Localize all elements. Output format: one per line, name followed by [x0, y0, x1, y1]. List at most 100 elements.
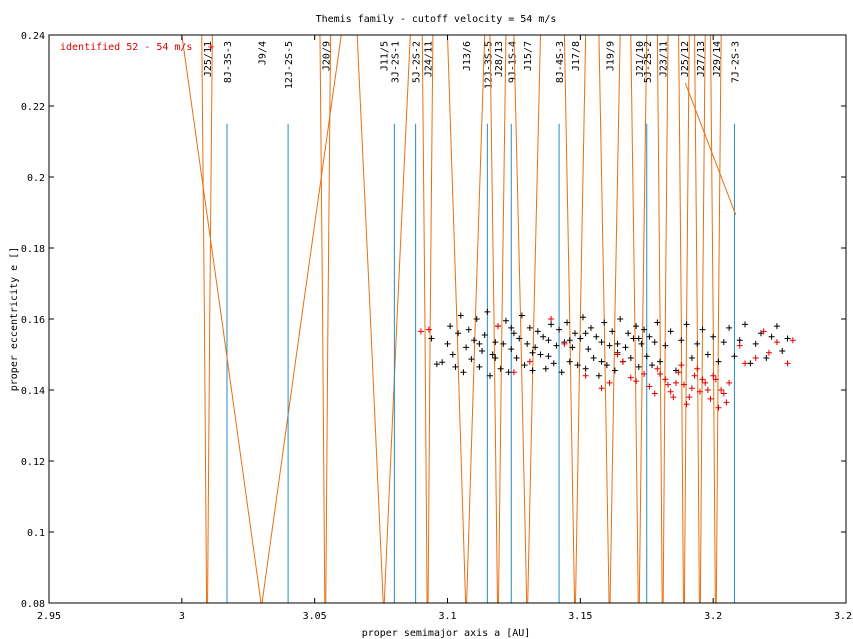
legend: identified 52 - 54 m/s +: [60, 42, 214, 53]
member-point: [497, 365, 504, 372]
jupiter-resonance-left-edge: [489, 34, 498, 604]
identified-point: [718, 387, 725, 393]
member-point: [614, 340, 621, 347]
member-point: [433, 361, 440, 368]
identified-point: [627, 374, 634, 381]
y-tick-label: 0.16: [21, 315, 45, 326]
jupiter-resonance-right-edge: [609, 34, 621, 604]
identified-point: [683, 401, 690, 408]
resonance-label: J23/11: [659, 41, 670, 77]
member-point: [460, 369, 467, 376]
member-point: [742, 321, 749, 328]
member-point: [598, 358, 605, 365]
member-point: [537, 351, 544, 358]
identified-point: [694, 365, 701, 372]
identified-point: [707, 395, 714, 402]
member-point: [473, 316, 480, 322]
member-point: [516, 335, 523, 342]
member-point: [635, 363, 642, 370]
member-point: [622, 344, 629, 351]
member-point: [688, 355, 695, 362]
member-point: [657, 358, 664, 365]
member-point: [428, 335, 435, 342]
member-point: [633, 323, 640, 330]
jupiter-resonance-left-edge: [201, 34, 208, 604]
identified-point: [742, 360, 749, 367]
member-point: [747, 360, 754, 367]
identified-point: [633, 378, 640, 385]
identified-point: [765, 349, 772, 356]
identified-point: [548, 316, 555, 322]
member-point: [593, 333, 600, 340]
member-point: [773, 323, 780, 330]
jupiter-resonance-right-edge: [383, 34, 411, 604]
tick-layer: 2.95 3 3.05 3.1 3.15 3.2 3.25 0.08 0.1 0.12 0.14 0.…: [21, 31, 853, 622]
identified-point: [665, 381, 672, 388]
jupiter-resonance-right-edge: [207, 34, 213, 604]
resonance-label: 8J-3S-3: [223, 41, 234, 83]
jupiter-resonance-left-edge: [694, 34, 700, 604]
x-tick-label: 2.95: [37, 611, 61, 622]
member-point: [500, 340, 507, 347]
member-point: [763, 355, 770, 362]
y-tick-label: 0.1: [27, 528, 45, 539]
y-tick-label: 0.18: [21, 244, 45, 255]
member-point: [715, 358, 722, 365]
jupiter-resonance-right-edge: [575, 34, 587, 604]
member-point: [598, 339, 605, 346]
resonance-label: J11/5: [380, 41, 391, 71]
member-point: [582, 330, 589, 337]
y-tick-label: 0.14: [21, 386, 45, 397]
points-layer: [417, 308, 796, 411]
member-point: [457, 312, 464, 319]
jupiter-resonance-left-edge: [678, 34, 684, 604]
member-point: [479, 347, 486, 354]
member-point: [603, 362, 610, 369]
member-point: [569, 344, 576, 351]
member-point: [529, 367, 536, 374]
identified-point: [680, 381, 687, 388]
resonance-label: J19/9: [606, 41, 617, 71]
resonance-label: 7J-2S-3: [730, 41, 741, 83]
identified-point: [662, 376, 669, 383]
member-point: [699, 326, 706, 333]
member-point: [752, 340, 759, 347]
resonance-label: J9/4: [258, 41, 269, 65]
member-point: [471, 337, 478, 344]
jupiter-resonance-right-edge: [699, 34, 706, 604]
resonance-label: 12J-2S-5: [284, 41, 295, 89]
x-axis-label: proper semimajor axis a [AU]: [362, 628, 531, 639]
member-point: [667, 328, 674, 335]
jupiter-resonance-left-edge: [421, 34, 428, 604]
jupiter-resonance-left-edge: [656, 34, 663, 604]
identified-point: [425, 326, 432, 333]
member-point: [582, 365, 589, 372]
chart-title: Themis family - cutoff velocity = 54 m/s: [316, 14, 557, 25]
member-point: [566, 358, 573, 365]
jupiter-resonance-left-edge: [513, 34, 528, 604]
identified-point: [726, 379, 733, 386]
member-point: [585, 346, 592, 353]
member-point: [484, 308, 491, 315]
identified-point: [582, 372, 589, 379]
member-point: [694, 340, 701, 347]
member-point: [601, 319, 608, 326]
jupiter-resonance-left-edge: [181, 34, 262, 604]
member-point: [452, 363, 459, 370]
resonance-label: J29/14: [712, 41, 723, 77]
member-point: [768, 333, 775, 340]
identified-point: [760, 328, 767, 335]
member-point: [641, 326, 648, 333]
x-tick-label: 3.25: [834, 611, 853, 622]
identified-point: [667, 388, 674, 395]
resonance-label: J20/9: [321, 41, 332, 71]
identified-point: [672, 379, 679, 386]
resonance-label: J28/13: [494, 41, 505, 77]
member-point: [476, 340, 483, 347]
resonance-layer: J25/11 8J-3S-3 J9/4 12J-2S-5 J20/9 J11/5 3J-2S…: [181, 34, 741, 604]
member-point: [784, 335, 791, 342]
member-point: [731, 353, 738, 360]
member-point: [638, 340, 645, 347]
member-point: [521, 362, 528, 369]
member-point: [534, 328, 541, 335]
